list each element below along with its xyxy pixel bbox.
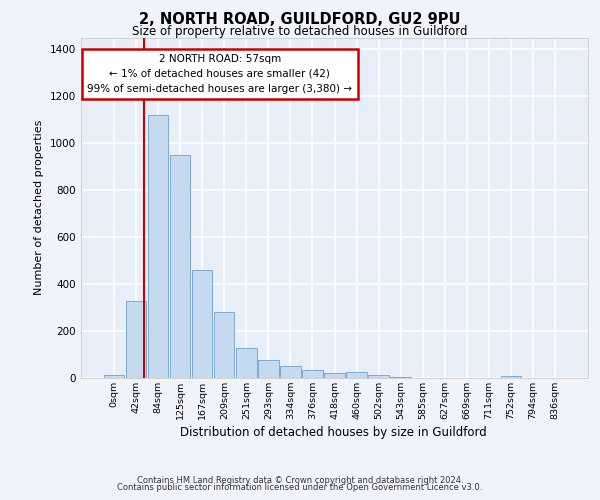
- Text: Distribution of detached houses by size in Guildford: Distribution of detached houses by size …: [179, 426, 487, 439]
- Text: Size of property relative to detached houses in Guildford: Size of property relative to detached ho…: [132, 25, 468, 38]
- Bar: [214, 312, 235, 378]
- Text: Contains public sector information licensed under the Open Government Licence v3: Contains public sector information licen…: [118, 484, 482, 492]
- Bar: [236, 348, 257, 378]
- Text: 2, NORTH ROAD, GUILDFORD, GU2 9PU: 2, NORTH ROAD, GUILDFORD, GU2 9PU: [139, 12, 461, 28]
- Text: 2 NORTH ROAD: 57sqm
← 1% of detached houses are smaller (42)
99% of semi-detache: 2 NORTH ROAD: 57sqm ← 1% of detached hou…: [88, 54, 352, 94]
- Bar: [346, 372, 367, 378]
- Bar: [368, 375, 389, 378]
- Bar: [170, 154, 190, 378]
- Y-axis label: Number of detached properties: Number of detached properties: [34, 120, 44, 295]
- Bar: [192, 270, 212, 378]
- Bar: [104, 375, 124, 378]
- Text: Contains HM Land Registry data © Crown copyright and database right 2024.: Contains HM Land Registry data © Crown c…: [137, 476, 463, 485]
- Bar: [258, 360, 278, 378]
- Bar: [325, 374, 344, 378]
- Bar: [148, 115, 169, 378]
- Bar: [302, 370, 323, 378]
- Bar: [126, 302, 146, 378]
- Bar: [280, 366, 301, 378]
- Bar: [500, 376, 521, 378]
